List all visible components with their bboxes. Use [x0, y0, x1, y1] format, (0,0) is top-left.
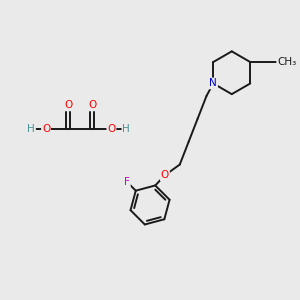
Text: H: H: [122, 124, 130, 134]
Text: N: N: [209, 78, 217, 88]
Text: H: H: [27, 124, 35, 134]
Text: O: O: [64, 100, 73, 110]
Text: O: O: [107, 124, 116, 134]
Text: O: O: [42, 124, 50, 134]
Text: CH₃: CH₃: [277, 57, 296, 67]
Text: O: O: [88, 100, 96, 110]
Text: F: F: [124, 177, 130, 187]
Text: O: O: [161, 170, 169, 180]
